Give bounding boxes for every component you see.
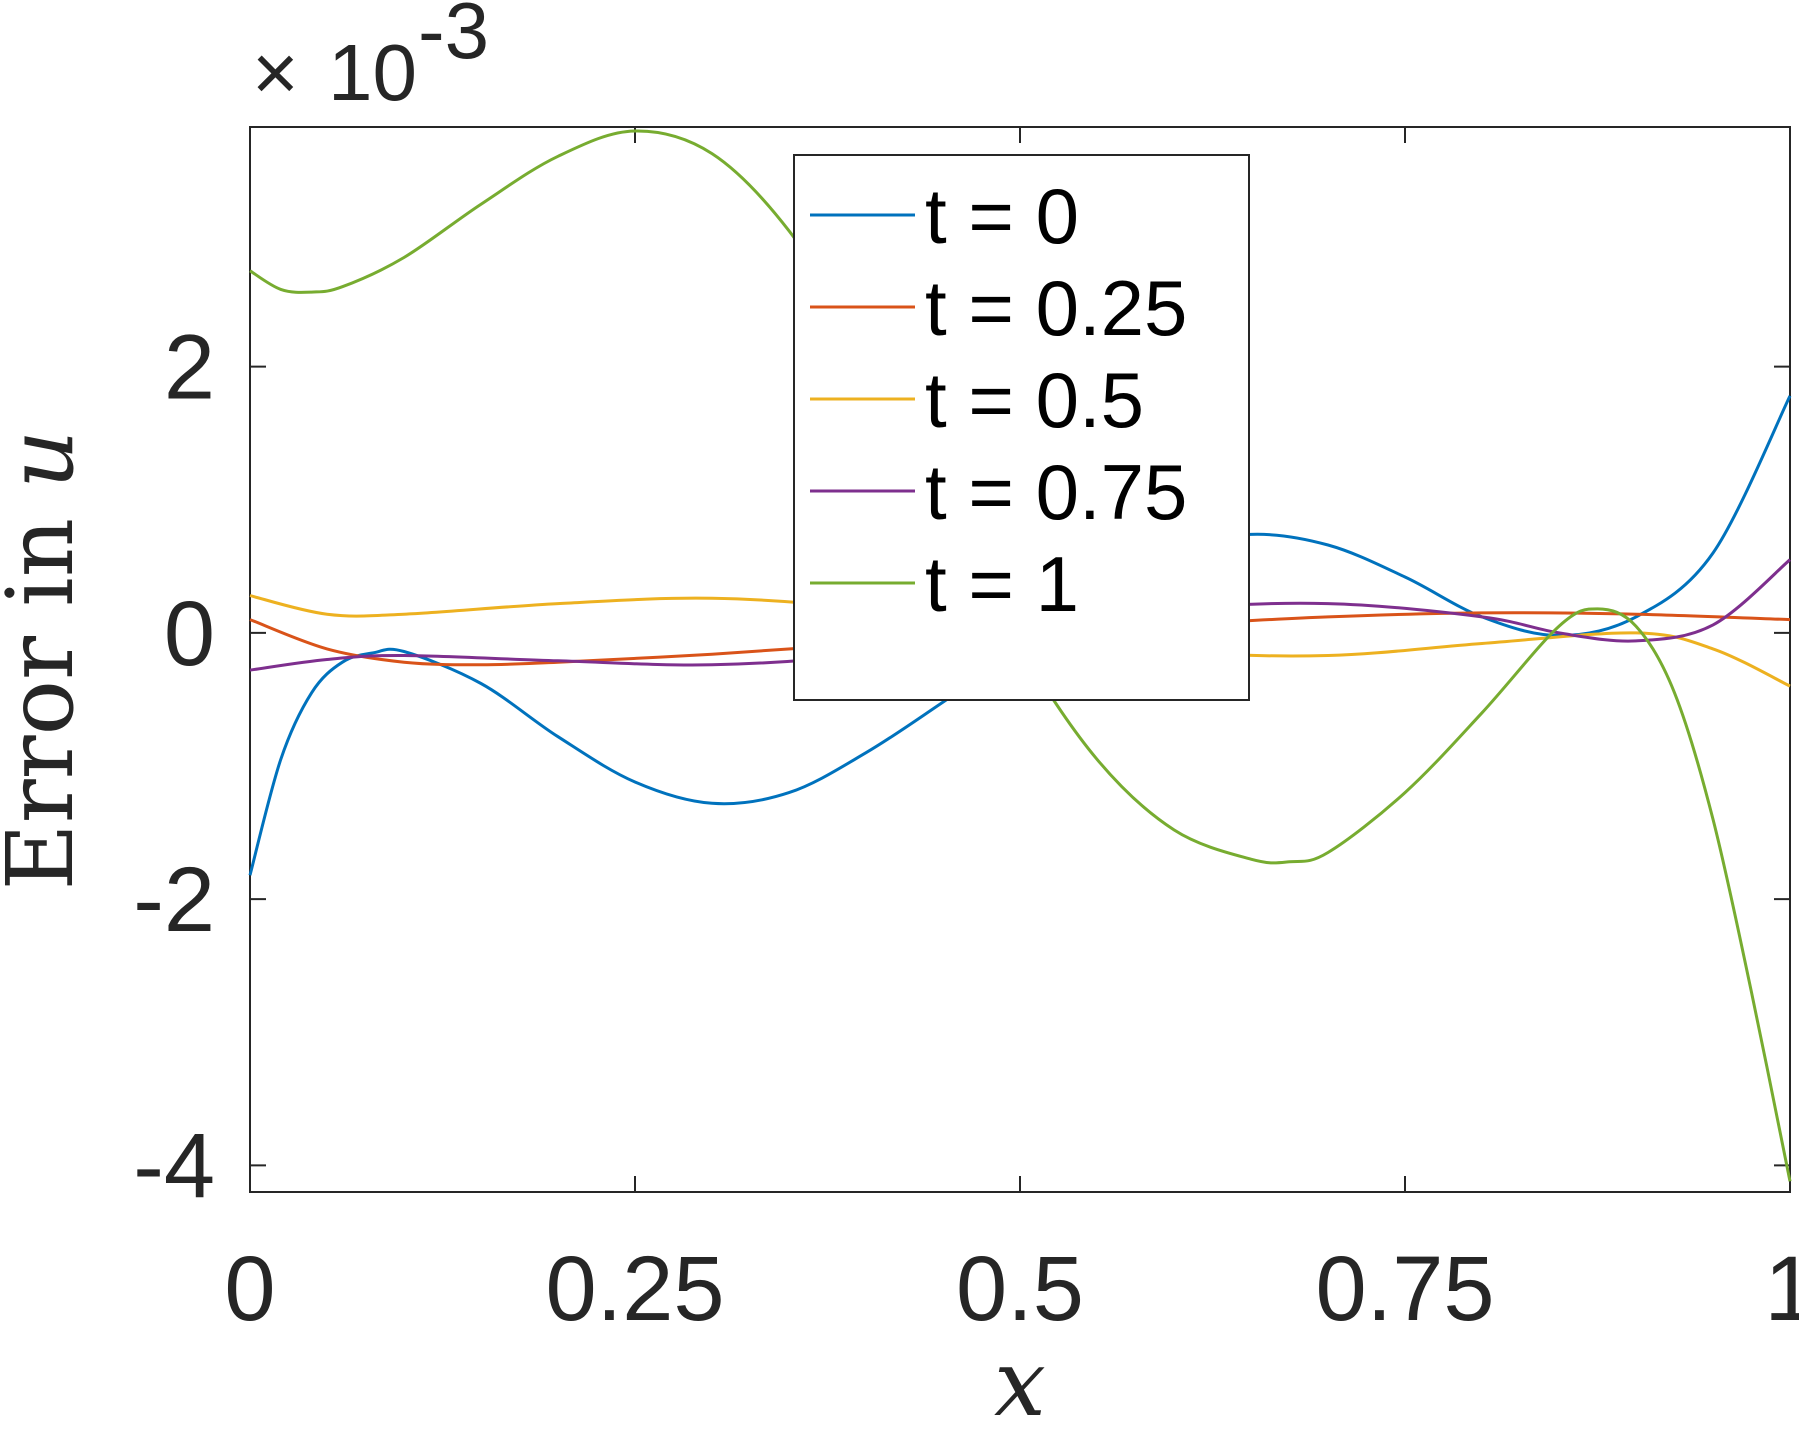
legend-label-1: t = 0.25 xyxy=(925,264,1187,352)
y-axis-label: Error in u xyxy=(0,430,94,891)
legend-items: t = 0t = 0.25t = 0.5t = 0.75t = 1 xyxy=(810,172,1187,628)
series-line-4 xyxy=(249,129,1792,1182)
y-axis-label-text: Error in xyxy=(0,489,94,891)
x-axis-label: x xyxy=(994,1330,1046,1437)
x-ticks: 0 0.25 0.5 0.75 1 xyxy=(224,127,1799,1340)
x-tick-label: 1 xyxy=(1764,1238,1799,1340)
y-exponent-label: × 10 -3 xyxy=(252,0,489,117)
x-tick-label: 0.25 xyxy=(545,1238,724,1340)
series-line-0 xyxy=(248,395,1792,876)
x-tick-label: 0.5 xyxy=(956,1238,1084,1340)
y-ticks: -4 -2 0 2 xyxy=(133,317,1790,1217)
y-axis-label-variable: u xyxy=(0,430,94,489)
exponent-base: 10 xyxy=(328,28,417,117)
exponent-multiplier: × xyxy=(252,28,299,117)
svg-text:Error in u: Error in u xyxy=(0,430,94,891)
x-tick-label: 0.75 xyxy=(1315,1238,1494,1340)
legend-box xyxy=(793,154,1250,701)
legend-label-3: t = 0.75 xyxy=(925,448,1187,536)
x-tick-label: 0 xyxy=(224,1238,275,1340)
y-tick-label: -4 xyxy=(133,1115,215,1217)
y-tick-label: -2 xyxy=(133,849,215,951)
y-tick-label: 2 xyxy=(164,317,215,419)
legend: t = 0t = 0.25t = 0.5t = 0.75t = 1 xyxy=(793,154,1250,701)
exponent-power: -3 xyxy=(418,0,489,75)
legend-label-2: t = 0.5 xyxy=(925,356,1144,444)
y-tick-label: 0 xyxy=(164,583,215,685)
legend-label-0: t = 0 xyxy=(925,172,1079,260)
legend-label-4: t = 1 xyxy=(925,540,1079,628)
